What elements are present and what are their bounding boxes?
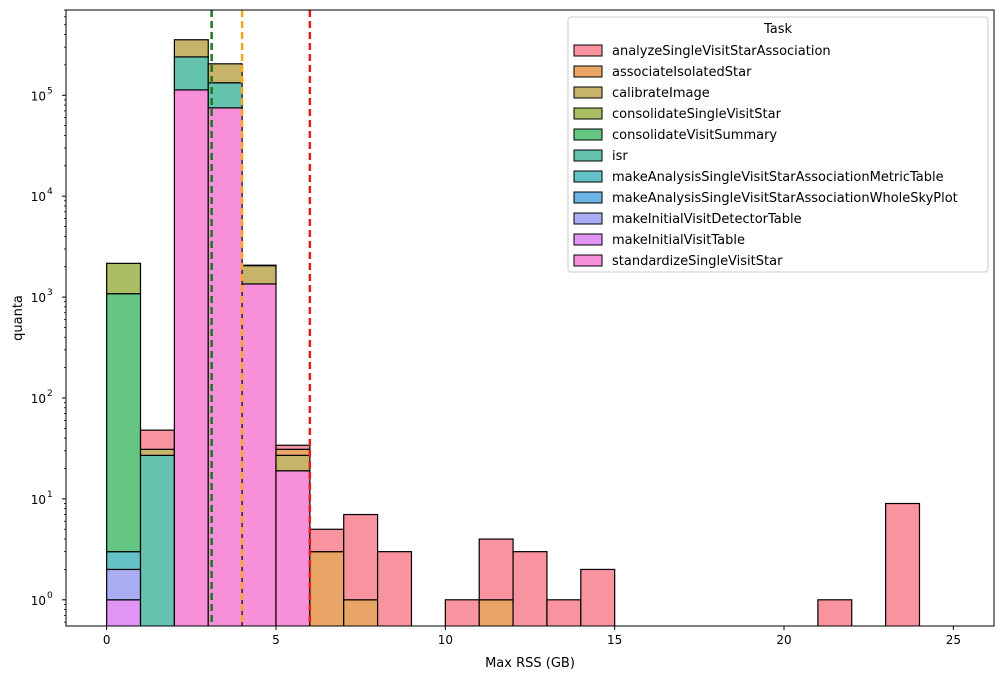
x-tick-label: 25 — [946, 633, 961, 647]
x-tick-label: 15 — [607, 633, 622, 647]
bar-isr-bin-2 — [173, 56, 209, 91]
bar-analyzeSingleVisitStarAssociation-bin-11 — [478, 538, 514, 601]
y-axis-label: quanta — [11, 295, 26, 341]
legend: Task analyzeSingleVisitStarAssociation ass… — [567, 16, 989, 273]
legend-entry: standardizeSingleVisitStar — [612, 254, 783, 269]
bar-consolidateVisitSummary-bin-0 — [106, 293, 142, 553]
legend-swatch — [573, 254, 603, 267]
bar-makeInitialVisitTable-bin-0 — [106, 599, 142, 626]
y-tick-label: 10 — [31, 291, 46, 305]
legend-swatch — [573, 149, 603, 162]
y-tick-exponent: 2 — [47, 389, 53, 399]
x-tick-label: 10 — [438, 633, 453, 647]
y-tick-label: 10 — [31, 594, 46, 608]
bar-consolidateSingleVisitStar-bin-0 — [106, 262, 142, 295]
bar-makeInitialVisitDetectorTable-bin-0 — [106, 568, 142, 601]
x-axis-label: Max RSS (GB) — [485, 656, 575, 671]
legend-title: Task — [763, 22, 793, 37]
bar-calibrateImage-bin-5 — [275, 454, 311, 472]
y-tick-label: 10 — [31, 493, 46, 507]
plot-frame — [65, 9, 995, 627]
legend-entry: consolidateSingleVisitStar — [612, 107, 782, 122]
bar-standardizeSingleVisitStar-bin-4 — [241, 283, 277, 626]
legend-swatch — [573, 191, 603, 204]
legend-swatch — [573, 44, 603, 57]
legend-entry: makeInitialVisitTable — [612, 233, 745, 248]
bar-calibrateImage-bin-1 — [139, 448, 175, 456]
bar-makeAnalysisSingleVisitStarAssociationMetricTable-bin-0 — [106, 551, 142, 571]
x-tick-label: 0 — [103, 633, 111, 647]
bar-analyzeSingleVisitStarAssociation-bin-7 — [343, 513, 379, 601]
legend-swatch — [573, 128, 603, 141]
bar-isr-bin-1 — [139, 454, 175, 626]
bars-layer — [106, 39, 921, 626]
y-tick-exponent: 3 — [47, 288, 53, 298]
bar-standardizeSingleVisitStar-bin-3 — [207, 107, 243, 626]
bar-associateIsolatedStar-bin-6 — [309, 551, 345, 626]
bar-analyzeSingleVisitStarAssociation-bin-8 — [376, 551, 413, 626]
legend-entry: isr — [612, 149, 628, 164]
legend-entry: makeInitialVisitDetectorTable — [612, 212, 802, 227]
bar-standardizeSingleVisitStar-bin-2 — [173, 89, 209, 626]
legend-swatch — [573, 65, 603, 78]
y-tick-label: 10 — [31, 89, 46, 103]
y-tick-label: 10 — [31, 190, 46, 204]
legend-swatch — [573, 86, 603, 99]
bar-analyzeSingleVisitStarAssociation-bin-6 — [309, 528, 345, 553]
legend-frame — [567, 16, 989, 273]
y-tick-exponent: 1 — [47, 490, 53, 500]
bar-analyzeSingleVisitStarAssociation-bin-14 — [580, 568, 616, 626]
bar-standardizeSingleVisitStar-bin-5 — [275, 470, 311, 626]
legend-entry: associateIsolatedStar — [612, 65, 752, 80]
legend-swatch — [573, 107, 603, 120]
reference-lines-layer — [210, 10, 312, 626]
bar-calibrateImage-bin-3 — [207, 63, 243, 84]
bar-analyzeSingleVisitStarAssociation-bin-23 — [885, 502, 921, 626]
bar-analyzeSingleVisitStarAssociation-bin-12 — [512, 551, 548, 626]
bar-analyzeSingleVisitStarAssociation-bin-5 — [275, 444, 311, 450]
legend-entry: analyzeSingleVisitStarAssociation — [612, 44, 831, 59]
y-tick-label: 10 — [31, 392, 46, 406]
legend-swatch — [573, 170, 603, 183]
bar-isr-bin-3 — [207, 82, 243, 109]
x-tick-label: 20 — [776, 633, 791, 647]
legend-entry: makeAnalysisSingleVisitStarAssociationMe… — [612, 170, 944, 185]
x-tick-label: 5 — [272, 633, 280, 647]
bar-calibrateImage-bin-2 — [173, 39, 209, 58]
legend-entry: consolidateVisitSummary — [612, 128, 777, 143]
x-axis: 0 5 10 15 20 25 — [103, 626, 961, 647]
y-tick-exponent: 5 — [47, 86, 53, 96]
legend-swatch — [573, 212, 603, 225]
y-tick-exponent: 0 — [47, 591, 53, 601]
bar-analyzeSingleVisitStarAssociation-bin-21 — [817, 599, 853, 626]
bar-calibrateImage-bin-4 — [241, 265, 277, 285]
y-tick-exponent: 4 — [47, 187, 53, 197]
bar-analyzeSingleVisitStarAssociation-bin-1 — [139, 429, 175, 450]
legend-entry: calibrateImage — [612, 86, 710, 101]
legend-entry: makeAnalysisSingleVisitStarAssociationWh… — [612, 191, 958, 206]
bar-associateIsolatedStar-bin-5 — [275, 448, 311, 456]
legend-swatch — [573, 233, 603, 246]
